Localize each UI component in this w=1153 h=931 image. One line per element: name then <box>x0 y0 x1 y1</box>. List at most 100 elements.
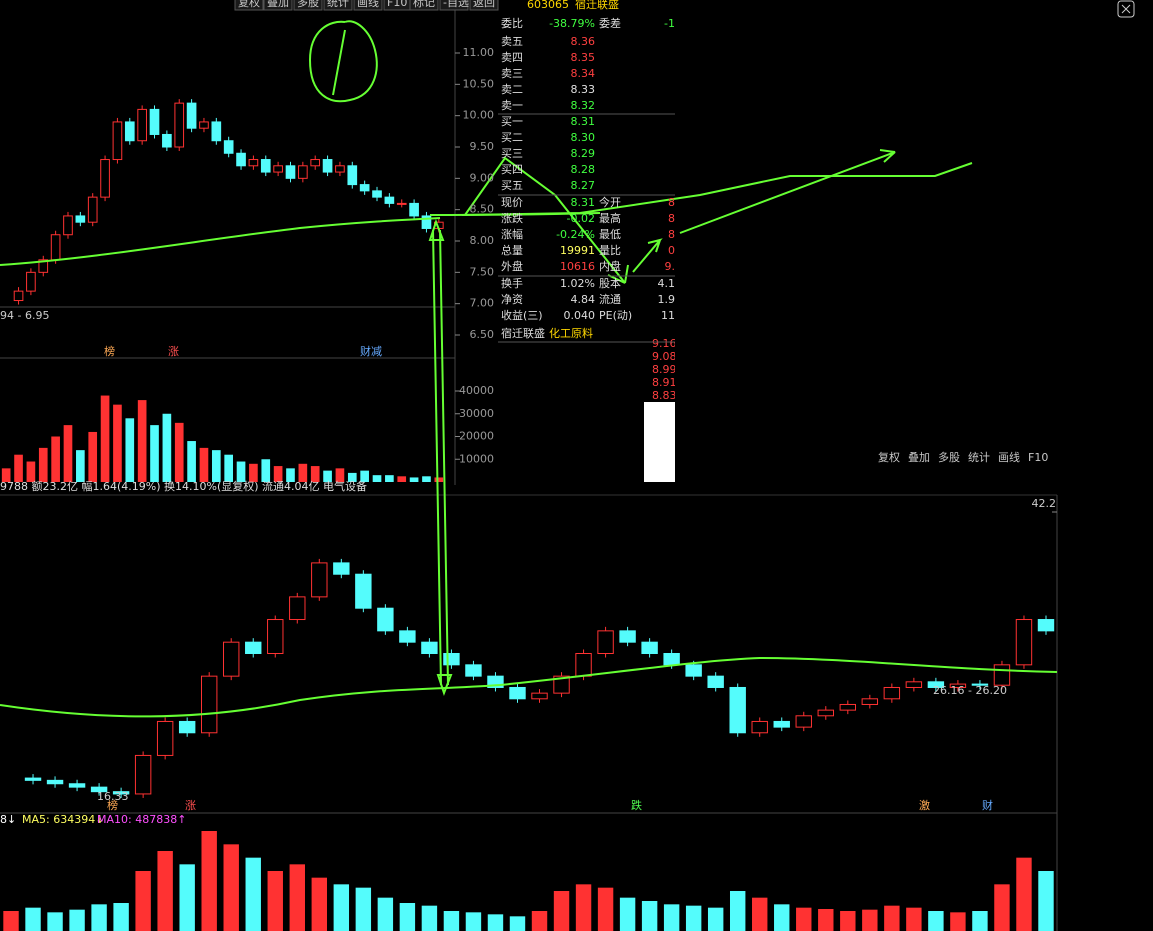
candle <box>396 202 407 205</box>
candle <box>260 159 271 173</box>
candle <box>311 562 328 598</box>
volume-bar <box>443 911 460 931</box>
candle <box>399 630 416 643</box>
ma-legend: MA10: 487838↑ <box>97 813 186 826</box>
volume-bar <box>286 468 295 482</box>
candle <box>124 121 135 142</box>
candle <box>38 259 49 273</box>
sector-label: 化工原料 <box>549 326 593 340</box>
quote-field: 8 <box>668 212 675 225</box>
candle <box>199 121 209 129</box>
candle <box>839 703 857 711</box>
toolbar-button[interactable] <box>263 0 293 11</box>
volume-bar <box>25 907 41 931</box>
level-price: 8.36 <box>571 35 596 48</box>
toolbar-label[interactable]: 返回 <box>473 0 495 9</box>
toolbar-label[interactable]: 复权 <box>238 0 260 9</box>
toolbar-button[interactable] <box>409 0 439 11</box>
candle <box>310 159 321 167</box>
level-price: 8.32 <box>571 99 596 112</box>
candle <box>487 675 504 688</box>
candle <box>751 720 768 734</box>
candle <box>641 641 658 655</box>
toolbar-button[interactable] <box>469 0 499 11</box>
quote-field: 流通 <box>599 292 621 306</box>
toolbar-label[interactable]: 叠加 <box>267 0 289 9</box>
toolbar-button[interactable] <box>323 0 353 11</box>
candle <box>335 165 345 173</box>
quote-field: 外盘 <box>501 259 523 273</box>
volume-bar <box>906 907 922 931</box>
toolbar-label[interactable]: F10 <box>387 0 407 9</box>
toolbar-button[interactable] <box>234 0 264 11</box>
candle <box>267 619 284 655</box>
candle <box>63 215 73 236</box>
level-price: 8.27 <box>571 179 596 192</box>
volume-bar <box>434 477 444 482</box>
toolbar-label[interactable]: 叠加 <box>908 451 930 464</box>
toolbar-label[interactable]: 多股 <box>938 450 960 464</box>
event-marker: 财 <box>982 798 993 812</box>
volume-bar <box>994 884 1010 931</box>
volume-bar <box>1016 857 1032 931</box>
toolbar-label[interactable]: -自选 <box>443 0 469 9</box>
toolbar-label[interactable]: 统计 <box>968 451 990 464</box>
candle <box>372 190 382 198</box>
volume-bar <box>63 425 73 482</box>
candle <box>443 653 460 666</box>
y-tick-label: 7.00 <box>470 297 495 310</box>
quote-field: 净资 <box>501 292 523 306</box>
volume-bar <box>150 425 159 482</box>
volume-bar <box>397 476 407 482</box>
quote-field: 最高 <box>599 211 621 225</box>
quote-field: 11 <box>661 309 675 322</box>
quote-field: 10616 <box>560 260 595 273</box>
quote-field: -1 <box>664 17 675 30</box>
candle <box>100 159 110 198</box>
candle <box>575 653 592 677</box>
level-label: 卖五 <box>501 35 523 48</box>
quote-field: 8 <box>668 196 675 209</box>
candle <box>377 607 394 632</box>
candle <box>597 630 614 655</box>
volume-bar <box>76 450 85 482</box>
ma-legend: 8↓ <box>0 813 16 826</box>
ma-legend: MA5: 634394↓ <box>22 813 104 826</box>
volume-bar <box>100 395 110 482</box>
candle <box>211 121 222 142</box>
volume-bar <box>236 461 246 482</box>
quote-field: 涨跌 <box>501 211 523 225</box>
mini-tick: 9.08 <box>652 350 677 363</box>
level-price: 8.30 <box>571 131 596 144</box>
level-price: 8.29 <box>571 147 596 160</box>
toolbar-label[interactable]: 复权 <box>878 450 900 464</box>
stock-name: 宿迁联盛 <box>575 0 619 11</box>
toolbar-label[interactable]: 多股 <box>297 0 319 9</box>
candle <box>186 102 197 129</box>
volume-bar <box>355 887 372 931</box>
toolbar-label[interactable]: 画线 <box>998 450 1020 464</box>
toolbar-label[interactable]: 画线 <box>357 0 379 9</box>
close-icon[interactable] <box>1117 0 1135 18</box>
volume-bar <box>3 911 19 931</box>
candle <box>137 108 147 142</box>
volume-bar <box>179 864 195 931</box>
level-label: 买四 <box>501 163 523 176</box>
toolbar-button[interactable] <box>293 0 323 11</box>
toolbar-label[interactable]: F10 <box>1028 451 1048 464</box>
candle <box>409 202 419 217</box>
y-tick-label: 8.50 <box>470 203 495 216</box>
toolbar-label[interactable]: 标记 <box>413 0 435 9</box>
volume-bar <box>972 911 988 931</box>
toolbar-button[interactable] <box>439 0 469 11</box>
candle <box>24 777 42 781</box>
volume-bar <box>323 470 332 482</box>
y-tick-label: 10.00 <box>463 109 495 122</box>
toolbar-button[interactable] <box>353 0 383 11</box>
volume-bar <box>113 404 122 482</box>
volume-bar <box>372 475 382 482</box>
volume-bar <box>157 851 173 931</box>
tool-palette[interactable] <box>644 402 675 482</box>
toolbar-label[interactable]: 统计 <box>327 0 349 9</box>
